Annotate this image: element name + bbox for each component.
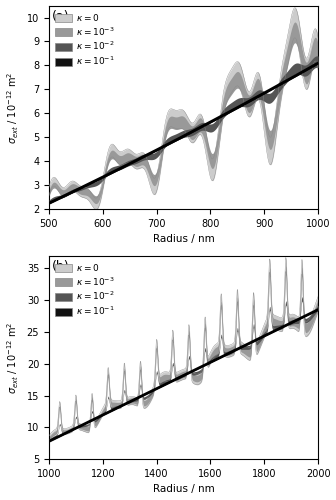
Y-axis label: $\sigma_{ext}$ / 10$^{-12}$ m$^2$: $\sigma_{ext}$ / 10$^{-12}$ m$^2$ <box>6 71 22 144</box>
Y-axis label: $\sigma_{ext}$ / 10$^{-12}$ m$^2$: $\sigma_{ext}$ / 10$^{-12}$ m$^2$ <box>6 321 21 394</box>
X-axis label: Radius / nm: Radius / nm <box>153 484 214 494</box>
Legend: $\kappa = 0$, $\kappa = 10^{-3}$, $\kappa = 10^{-2}$, $\kappa = 10^{-1}$: $\kappa = 0$, $\kappa = 10^{-3}$, $\kapp… <box>53 260 117 318</box>
Text: (b): (b) <box>52 260 69 272</box>
X-axis label: Radius / nm: Radius / nm <box>153 234 214 244</box>
Legend: $\kappa = 0$, $\kappa = 10^{-3}$, $\kappa = 10^{-2}$, $\kappa = 10^{-1}$: $\kappa = 0$, $\kappa = 10^{-3}$, $\kapp… <box>53 10 117 68</box>
Text: (a): (a) <box>52 10 69 22</box>
